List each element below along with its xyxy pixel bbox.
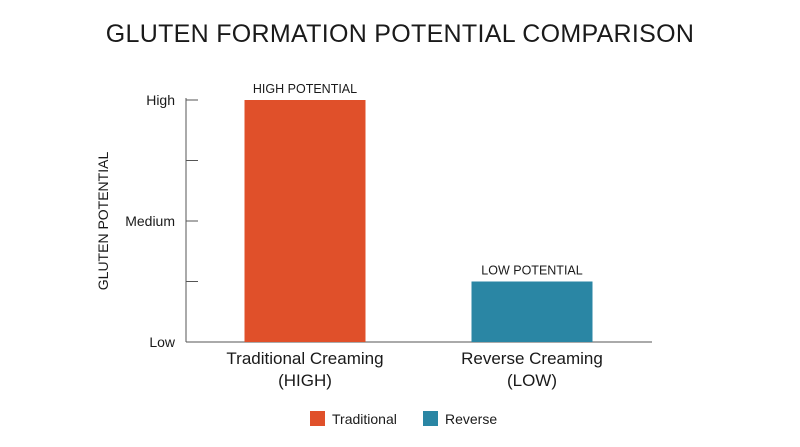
legend: Traditional Reverse: [310, 411, 497, 427]
data-labels: HIGH POTENTIAL LOW POTENTIAL: [253, 82, 583, 278]
bar-data-label: HIGH POTENTIAL: [253, 82, 357, 96]
legend-swatch: [423, 411, 438, 426]
x-category-label: Traditional Creaming: [226, 349, 383, 368]
legend-label: Reverse: [445, 411, 497, 427]
y-tick-label: Medium: [125, 213, 175, 229]
chart-title: GLUTEN FORMATION POTENTIAL COMPARISON: [105, 20, 695, 48]
y-ticks: Low Medium High: [125, 92, 198, 350]
bar: [244, 100, 366, 342]
y-axis-title-group: GLUTEN POTENTIAL: [95, 152, 111, 291]
x-category-sublabel: (LOW): [507, 371, 557, 390]
legend-swatch: [310, 411, 325, 426]
x-category-labels: Traditional Creaming (HIGH) Reverse Creami…: [226, 349, 602, 390]
y-axis-title: GLUTEN POTENTIAL: [95, 152, 111, 291]
bar: [471, 281, 593, 342]
x-category-sublabel: (HIGH): [278, 371, 332, 390]
bars: [244, 100, 593, 342]
x-category-label: Reverse Creaming: [461, 349, 603, 368]
y-tick-label: Low: [149, 334, 176, 350]
y-tick-label: High: [146, 92, 175, 108]
bar-data-label: LOW POTENTIAL: [481, 264, 582, 278]
legend-label: Traditional: [332, 411, 397, 427]
